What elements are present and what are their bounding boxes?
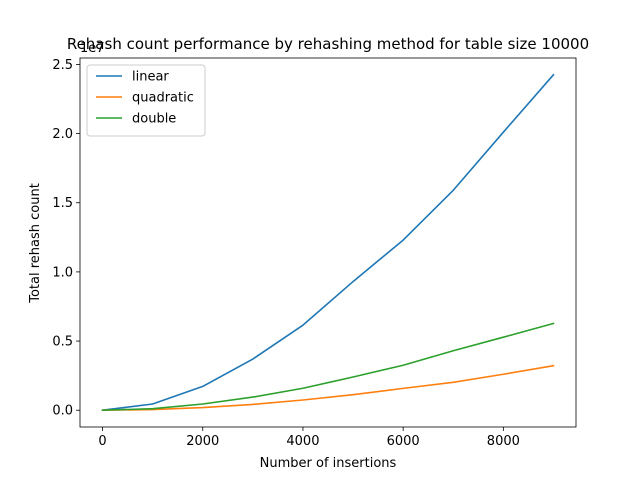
y-tick-label: 1.5 (52, 196, 73, 211)
series-line-quadratic (101, 364, 555, 412)
legend-label-quadratic: quadratic (132, 91, 194, 106)
y-tick-label: 1.0 (52, 265, 73, 280)
x-tick-label: 0 (98, 434, 106, 449)
legend-label-double: double (132, 112, 176, 127)
y-offset-label: 1e7 (80, 41, 105, 56)
y-axis-label: Total rehash count (28, 183, 43, 304)
plot-area: 0 2000 4000 6000 8000 0.0 0.5 1.0 1.5 2.0 2.5 (52, 57, 577, 449)
legend: linear quadratic double (86, 64, 206, 137)
x-tick-label: 4000 (286, 434, 319, 449)
x-tick-label: 8000 (487, 434, 520, 449)
axes-frame (79, 57, 577, 428)
series-line-linear (101, 73, 555, 412)
y-tick-label: 2.5 (52, 58, 73, 73)
legend-label-linear: linear (132, 70, 169, 85)
y-tick-label: 0.0 (52, 404, 73, 419)
series-line-double (101, 322, 555, 412)
x-tick-label: 2000 (186, 434, 219, 449)
chart-title: Rehash count performance by rehashing me… (67, 35, 589, 53)
y-tick-label: 2.0 (52, 127, 73, 142)
x-axis-label: Number of insertions (260, 456, 397, 471)
y-tick-label: 0.5 (52, 335, 73, 350)
x-tick-label: 6000 (387, 434, 420, 449)
